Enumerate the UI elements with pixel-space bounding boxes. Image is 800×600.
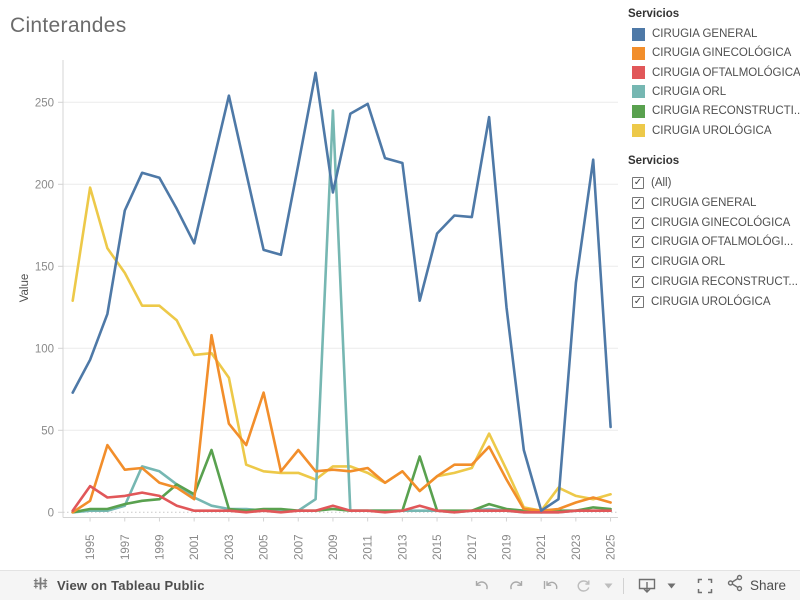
y-tick-label: 0	[48, 507, 54, 519]
filter-item[interactable]: ✓ CIRUGIA RECONSTRUCT...	[632, 274, 798, 290]
filter-title: Servicios	[628, 155, 680, 167]
series-line-cirugia-general[interactable]	[71, 71, 612, 513]
legend-item-label: CIRUGIA UROLÓGICA	[652, 124, 772, 137]
y-tick-label: 150	[35, 261, 54, 273]
x-tick-label: 1999	[154, 534, 166, 560]
refresh-button[interactable]	[567, 573, 601, 599]
filter-item-label: CIRUGIA UROLÓGICA	[651, 295, 771, 308]
x-tick-label: 1995	[85, 534, 97, 560]
legend-item[interactable]: CIRUGIA RECONSTRUCTI...	[632, 103, 800, 119]
share-icon	[726, 574, 744, 597]
legend-color-swatch	[632, 27, 645, 41]
download-button[interactable]	[630, 573, 664, 599]
filter-item-label: CIRUGIA GENERAL	[651, 196, 757, 209]
filter-item[interactable]: ✓ (All)	[632, 175, 671, 191]
x-tick-label: 2023	[571, 534, 583, 560]
filter-item[interactable]: ✓ CIRUGIA OFTALMOLÓGI...	[632, 234, 793, 250]
x-tick-label: 2025	[606, 534, 618, 560]
view-on-tableau-public-label: View on Tableau Public	[57, 578, 205, 593]
download-caret-icon[interactable]	[664, 573, 680, 599]
filter-item-label: CIRUGIA OFTALMOLÓGI...	[651, 236, 794, 249]
x-tick-label: 2007	[293, 534, 305, 560]
checkbox-icon[interactable]: ✓	[632, 276, 644, 288]
toolbar-separator	[622, 577, 624, 594]
x-tick-label: 1997	[120, 534, 132, 560]
fullscreen-button[interactable]	[688, 573, 722, 599]
y-tick-label: 50	[41, 425, 54, 437]
filter-item-label: CIRUGIA RECONSTRUCT...	[651, 276, 798, 288]
legend-item-label: CIRUGIA ORL	[652, 85, 727, 98]
legend-item[interactable]: CIRUGIA OFTALMOLÓGICA	[632, 65, 800, 81]
redo-button[interactable]	[499, 573, 533, 599]
share-button[interactable]: Share	[726, 574, 786, 597]
legend-item[interactable]: CIRUGIA GENERAL	[632, 26, 757, 42]
x-tick-label: 2009	[328, 534, 340, 560]
checkbox-icon[interactable]: ✓	[632, 236, 644, 249]
legend-color-swatch	[632, 104, 645, 118]
y-axis-title: Value	[19, 274, 31, 303]
checkbox-icon[interactable]: ✓	[632, 177, 644, 189]
y-tick-label: 100	[35, 343, 54, 355]
view-on-tableau-public-link[interactable]: View on Tableau Public	[32, 575, 205, 597]
filter-item[interactable]: ✓ CIRUGIA UROLÓGICA	[632, 294, 771, 310]
right-panel: Servicios CIRUGIA GENERAL CIRUGIA GINECOL…	[624, 0, 800, 570]
legend-item[interactable]: CIRUGIA ORL	[632, 84, 726, 100]
legend-item[interactable]: CIRUGIA UROLÓGICA	[632, 123, 772, 139]
legend-color-swatch	[632, 85, 645, 99]
series-line-cirugia-urol-gica[interactable]	[71, 186, 612, 513]
y-tick-label: 250	[35, 97, 54, 109]
reset-button[interactable]	[533, 573, 567, 599]
x-tick-label: 2001	[189, 534, 201, 560]
x-tick-label: 2003	[224, 534, 236, 560]
filter-item[interactable]: ✓ CIRUGIA GINECOLÓGICA	[632, 215, 790, 231]
tableau-logo-icon	[32, 575, 49, 597]
series-line-cirugia-oftalmol-gica[interactable]	[71, 484, 612, 514]
series-line-cirugia-orl[interactable]	[71, 109, 612, 514]
y-tick-label: 200	[35, 179, 54, 191]
checkbox-icon[interactable]: ✓	[632, 295, 644, 308]
series-line-cirugia-ginecol-gica[interactable]	[71, 333, 612, 514]
x-tick-label: 2013	[397, 534, 409, 560]
x-tick-label: 2017	[467, 534, 479, 560]
filter-item[interactable]: ✓ CIRUGIA ORL	[632, 254, 725, 270]
series-line-cirugia-reconstructi-[interactable]	[71, 448, 612, 514]
x-tick-label: 2019	[501, 534, 513, 560]
legend-item-label: CIRUGIA RECONSTRUCTI...	[652, 105, 800, 118]
undo-button[interactable]	[465, 573, 499, 599]
page-title: Cinterandes	[10, 14, 127, 37]
legend-item-label: CIRUGIA GENERAL	[652, 28, 758, 40]
x-tick-label: 2005	[259, 534, 271, 560]
legend-color-swatch	[632, 124, 645, 137]
x-tick-label: 2021	[536, 534, 548, 560]
checkbox-icon[interactable]: ✓	[632, 216, 644, 229]
bottom-toolbar: View on Tableau Public	[0, 570, 800, 600]
legend-color-swatch	[632, 66, 645, 80]
legend-item-label: CIRUGIA OFTALMOLÓGICA	[652, 66, 800, 79]
x-tick-label: 2015	[432, 534, 444, 560]
checkbox-icon[interactable]: ✓	[632, 256, 644, 269]
share-label: Share	[749, 578, 786, 593]
legend-color-swatch	[632, 46, 645, 60]
legend-item-label: CIRUGIA GINECOLÓGICA	[652, 47, 792, 60]
toolbar-actions: Share	[465, 573, 800, 599]
filter-item-label: (All)	[651, 177, 672, 189]
x-tick-label: 2011	[363, 535, 375, 560]
legend-item[interactable]: CIRUGIA GINECOLÓGICA	[632, 45, 791, 61]
filter-item[interactable]: ✓ CIRUGIA GENERAL	[632, 195, 756, 211]
checkbox-icon[interactable]: ✓	[632, 196, 644, 209]
legend-title: Servicios	[628, 8, 680, 20]
filter-item-label: CIRUGIA ORL	[651, 256, 726, 269]
refresh-caret-icon[interactable]	[601, 573, 617, 599]
line-chart-plot-area[interactable]: 0 50 100 150 200 250 Value 1995 1997 1999 2001 2003…	[0, 0, 640, 570]
filter-item-label: CIRUGIA GINECOLÓGICA	[651, 216, 791, 229]
